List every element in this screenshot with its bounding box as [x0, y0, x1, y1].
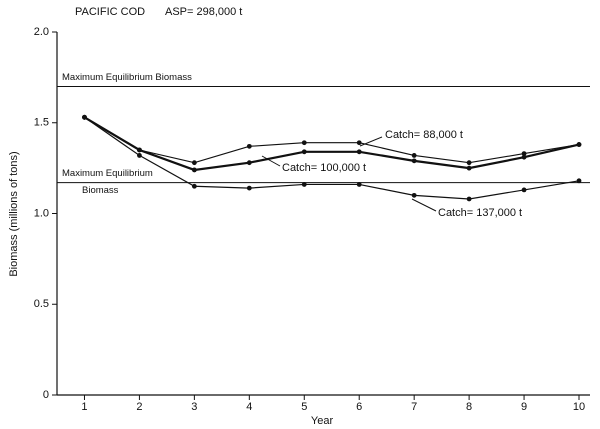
point	[576, 178, 582, 184]
x-axis-label: Year	[311, 415, 334, 427]
point	[137, 153, 142, 158]
point	[576, 142, 582, 147]
point	[191, 160, 197, 166]
point	[191, 183, 197, 189]
series-label: Catch= 100,000 t	[282, 162, 366, 174]
reference-label: Biomass	[82, 185, 119, 196]
point	[301, 182, 307, 187]
label-leader	[359, 136, 383, 147]
y-tick-label: 1.0	[34, 207, 49, 219]
x-tick-label: 8	[466, 401, 472, 413]
point	[356, 140, 362, 146]
chart-subtitle: ASP= 298,000 t	[165, 6, 242, 18]
y-axis-label: Biomass (millions of tons)	[8, 151, 20, 276]
point	[411, 158, 417, 164]
x-tick-label: 6	[356, 401, 362, 413]
y-tick-label: 0	[43, 389, 49, 401]
x-tick-label: 9	[521, 401, 527, 413]
point	[466, 196, 472, 202]
x-tick-label: 2	[136, 401, 142, 413]
label-leader	[411, 198, 437, 212]
point	[246, 143, 252, 149]
reference-label: Maximum Equilibrium	[62, 168, 153, 179]
label-leader	[261, 155, 281, 167]
point	[246, 185, 252, 191]
y-tick-label: 1.5	[34, 117, 49, 129]
series-line	[84, 116, 580, 200]
point	[411, 192, 417, 198]
series-line	[84, 116, 580, 164]
point	[356, 149, 362, 155]
series-line	[83, 116, 580, 172]
point	[137, 147, 142, 153]
point	[521, 151, 527, 157]
point	[466, 160, 472, 166]
series-label: Catch= 88,000 t	[385, 129, 463, 141]
point	[411, 153, 417, 158]
point	[82, 114, 87, 120]
series-label: Catch= 137,000 t	[438, 207, 522, 219]
point	[356, 182, 362, 187]
y-tick-label: 0.5	[34, 298, 49, 310]
x-tick-label: 4	[246, 401, 252, 413]
x-tick-label: 7	[411, 401, 417, 413]
x-tick-label: 1	[81, 401, 87, 413]
point	[301, 149, 307, 155]
chart-title: PACIFIC COD	[75, 6, 145, 18]
x-tick-label: 5	[301, 401, 307, 413]
point	[466, 165, 472, 171]
point	[301, 140, 307, 146]
point	[191, 167, 197, 173]
x-tick-label: 3	[191, 401, 197, 413]
x-tick-label: 10	[573, 401, 585, 413]
point	[521, 187, 527, 193]
reference-label: Maximum Equilibrium Biomass	[62, 72, 192, 83]
point	[246, 160, 252, 166]
y-tick-label: 2.0	[34, 26, 49, 38]
point	[521, 154, 527, 160]
